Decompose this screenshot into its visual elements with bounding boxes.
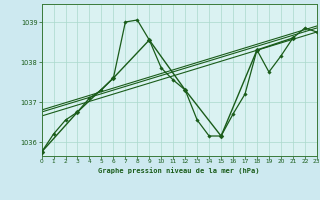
X-axis label: Graphe pression niveau de la mer (hPa): Graphe pression niveau de la mer (hPa): [99, 167, 260, 174]
